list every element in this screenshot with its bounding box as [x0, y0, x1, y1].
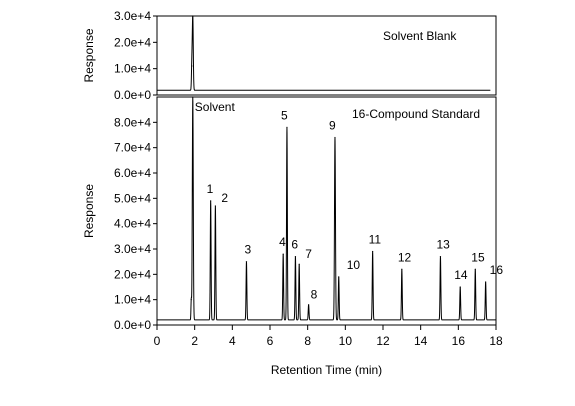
peak-marker [308, 304, 310, 306]
top-ytick-label: 0.0e+0 [114, 88, 151, 102]
peak-marker [192, 15, 194, 17]
peak-marker [294, 256, 297, 258]
xtick-label: 10 [339, 334, 353, 348]
bottom-y-axis-title: Response [82, 184, 96, 238]
peak-marker [210, 200, 212, 202]
peak-label-8: 8 [311, 288, 318, 302]
peak-marker [282, 253, 284, 255]
peak-label-4: 4 [279, 235, 286, 249]
peak-marker [338, 276, 340, 278]
bottom-plot-frame [156, 96, 497, 326]
peak-label-9: 9 [329, 119, 336, 133]
bottom-ytick-label: 4.0e+4 [114, 217, 151, 231]
standard-title: 16-Compound Standard [352, 107, 480, 121]
bottom-ytick-label: 2.0e+4 [114, 267, 151, 281]
peak-marker [190, 299, 192, 301]
peak-marker [401, 268, 403, 270]
peak-marker [192, 96, 194, 98]
peak-label-1: 1 [207, 182, 214, 196]
bottom-ytick-label: 0.0e+0 [114, 318, 151, 332]
peak-marker [245, 261, 248, 263]
peak-label-3: 3 [244, 243, 251, 257]
bottom-trace [157, 96, 496, 321]
top-ytick-label: 3.0e+4 [114, 9, 151, 23]
peak-marker [191, 65, 193, 67]
peak-label-11: 11 [369, 233, 382, 247]
peak-marker [459, 286, 461, 288]
peak-label-solvent: Solvent [195, 100, 236, 114]
peak-marker [485, 281, 487, 283]
peak-label-7: 7 [305, 247, 312, 261]
peak-label-10: 10 [347, 258, 361, 272]
peak-marker [439, 256, 442, 258]
peak-marker [286, 126, 288, 128]
peak-label-16: 16 [490, 263, 504, 277]
top-ytick-label: 2.0e+4 [114, 35, 151, 49]
xtick-label: 14 [414, 334, 428, 348]
x-axis-title: Retention Time (min) [271, 363, 382, 377]
peak-label-2: 2 [221, 191, 228, 205]
xtick-label: 4 [229, 334, 236, 348]
bottom-ytick-label: 8.0e+4 [114, 115, 151, 129]
xtick-label: 8 [304, 334, 311, 348]
bottom-ytick-label: 1.0e+4 [114, 293, 151, 307]
xtick-label: 0 [154, 334, 161, 348]
top-y-axis-title: Response [82, 28, 96, 82]
solvent-blank-title: Solvent Blank [383, 29, 457, 43]
xtick-label: 6 [267, 334, 274, 348]
peak-label-13: 13 [436, 238, 450, 252]
peak-label-12: 12 [398, 250, 412, 264]
top-trace [157, 15, 491, 91]
peak-label-14: 14 [454, 268, 468, 282]
bottom-ytick-label: 5.0e+4 [114, 191, 151, 205]
peak-marker [474, 268, 476, 270]
xtick-label: 12 [376, 334, 390, 348]
xtick-label: 2 [191, 334, 198, 348]
bottom-ytick-label: 7.0e+4 [114, 141, 151, 155]
bottom-ytick-label: 3.0e+4 [114, 242, 151, 256]
peak-marker [334, 136, 336, 139]
peak-marker [214, 205, 216, 207]
peak-label-5: 5 [281, 108, 288, 122]
bottom-ytick-label: 6.0e+4 [114, 166, 151, 180]
peak-label-15: 15 [471, 250, 485, 264]
xtick-label: 18 [489, 334, 503, 348]
xtick-label: 16 [452, 334, 466, 348]
peak-marker [372, 250, 374, 253]
peak-label-6: 6 [291, 238, 298, 252]
top-ytick-label: 1.0e+4 [114, 62, 151, 76]
peak-marker [298, 263, 300, 265]
top-plot-frame [156, 15, 497, 96]
